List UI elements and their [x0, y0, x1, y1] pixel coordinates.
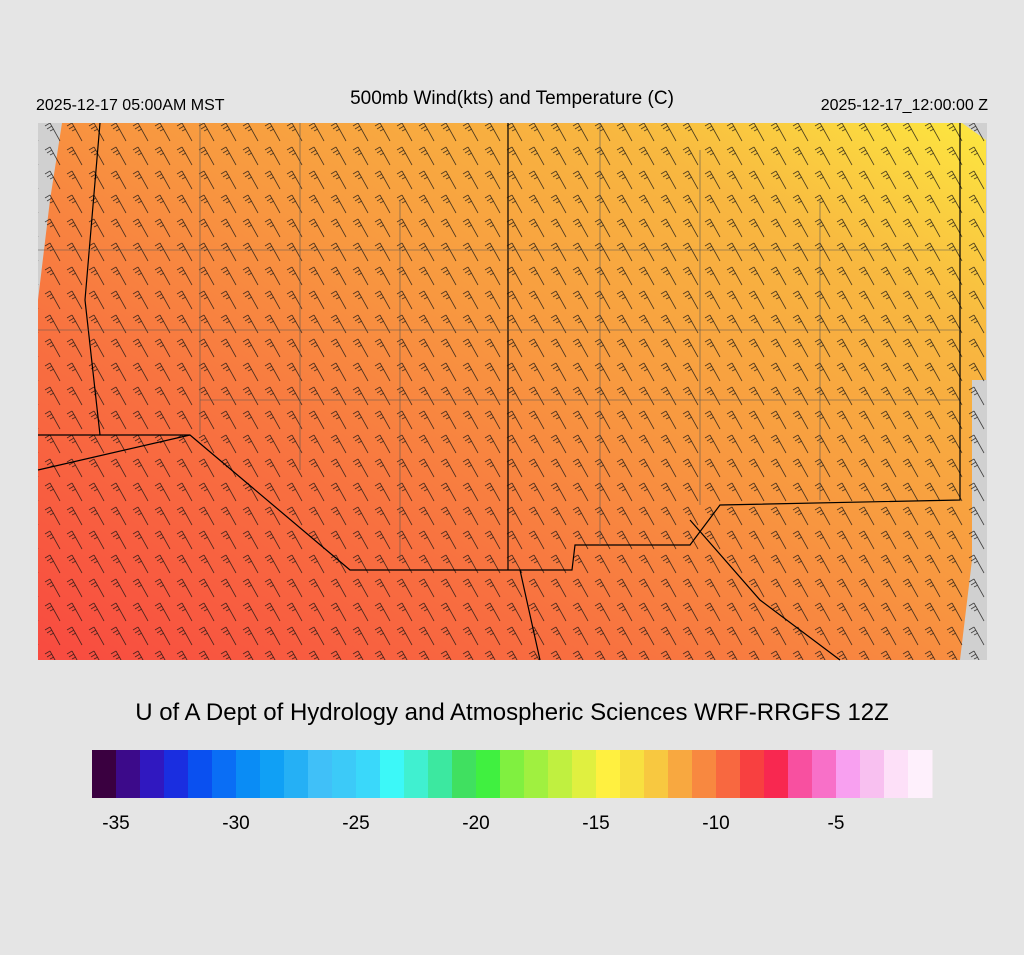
color-swatch	[500, 750, 525, 798]
valid-utc-time: 2025-12-17_12:00:00 Z	[821, 97, 988, 114]
colorbar-tick-label: -15	[582, 813, 609, 834]
colorbar-tick-label: -10	[702, 813, 729, 834]
color-swatch	[524, 750, 549, 798]
color-swatch	[92, 750, 117, 798]
color-swatch	[140, 750, 165, 798]
color-swatch	[836, 750, 861, 798]
color-swatch	[284, 750, 309, 798]
color-swatch	[740, 750, 765, 798]
colorbar-tick-label: -35	[102, 813, 129, 834]
color-swatch	[716, 750, 741, 798]
state-borders	[37, 122, 961, 661]
colorbar-tick-label: -30	[222, 813, 249, 834]
color-swatch	[188, 750, 213, 798]
color-swatch	[620, 750, 645, 798]
color-swatch	[308, 750, 333, 798]
color-swatch	[860, 750, 885, 798]
wind-barbs	[38, 123, 987, 660]
color-swatch	[116, 750, 141, 798]
color-swatch	[332, 750, 357, 798]
color-swatch	[884, 750, 909, 798]
color-swatch	[692, 750, 717, 798]
color-swatch	[764, 750, 789, 798]
color-swatch	[260, 750, 285, 798]
color-swatch	[212, 750, 237, 798]
valid-local-time: 2025-12-17 05:00AM MST	[36, 97, 225, 114]
color-swatch	[908, 750, 933, 798]
color-swatch	[236, 750, 261, 798]
color-swatch	[164, 750, 189, 798]
map	[37, 122, 987, 661]
color-swatch	[452, 750, 477, 798]
color-swatch	[596, 750, 621, 798]
color-swatch	[356, 750, 381, 798]
color-swatch	[428, 750, 453, 798]
color-swatch	[812, 750, 837, 798]
colorbar: -35 -30 -25 -20 -15 -10 -5	[92, 750, 933, 834]
map-title: 500mb Wind(kts) and Temperature (C)	[350, 88, 674, 109]
color-swatch	[476, 750, 501, 798]
color-swatch	[404, 750, 429, 798]
county-lines	[38, 123, 960, 560]
colorbar-tick-label: -25	[342, 813, 369, 834]
color-swatch	[788, 750, 813, 798]
colorbar-tick-label: -5	[828, 813, 845, 834]
color-swatch	[644, 750, 669, 798]
color-swatch	[548, 750, 573, 798]
color-swatch	[668, 750, 693, 798]
color-swatch	[380, 750, 405, 798]
credit: U of A Dept of Hydrology and Atmospheric…	[135, 699, 889, 726]
colorbar-tick-label: -20	[462, 813, 489, 834]
color-swatch	[572, 750, 597, 798]
